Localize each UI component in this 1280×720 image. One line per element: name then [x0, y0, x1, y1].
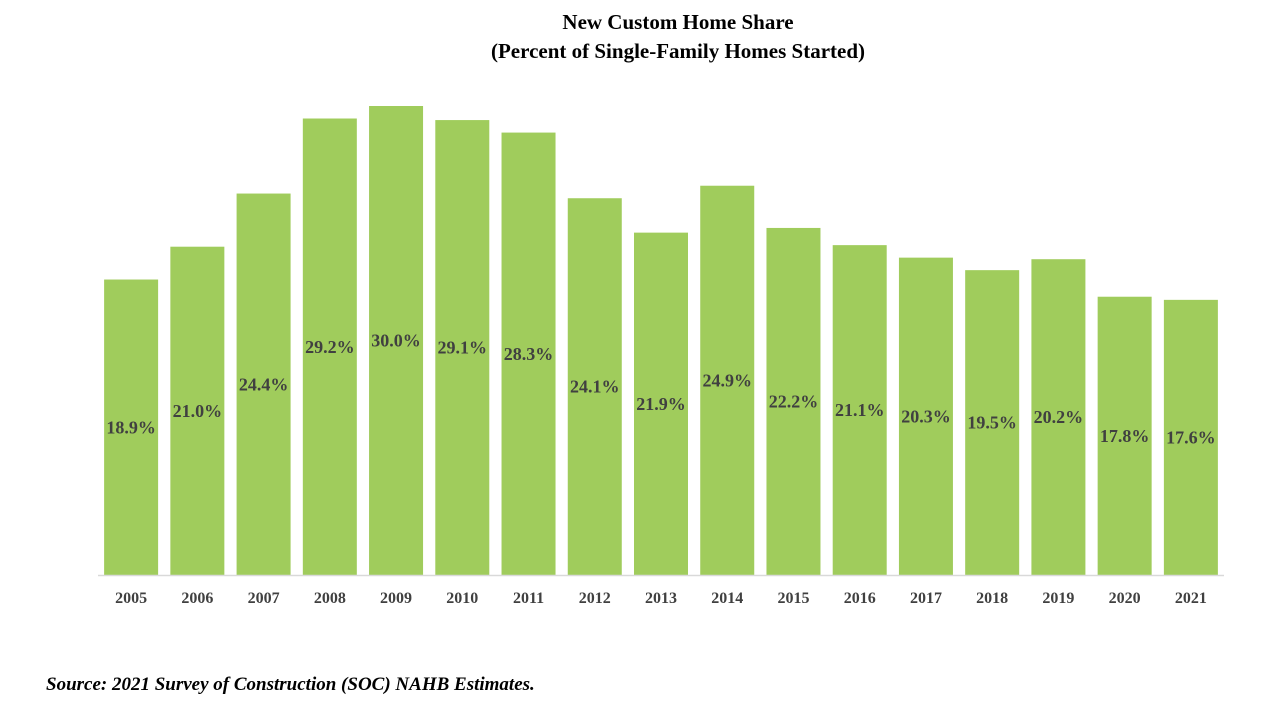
data-label-2017: 20.3% [901, 406, 951, 426]
bar-2018 [965, 270, 1020, 575]
x-tick-label-2008: 2008 [314, 590, 346, 607]
bar-2009 [369, 106, 424, 575]
x-tick-label-2017: 2017 [910, 590, 942, 607]
source-note: Source: 2021 Survey of Construction (SOC… [46, 674, 535, 695]
chart-title: New Custom Home Share [562, 10, 794, 34]
data-label-2009: 30.0% [371, 331, 421, 351]
bar-2006 [170, 246, 225, 575]
x-tick-label-2020: 2020 [1109, 590, 1141, 607]
data-label-2015: 22.2% [769, 391, 819, 411]
data-label-2018: 19.5% [967, 413, 1017, 433]
data-label-2005: 18.9% [106, 417, 156, 437]
data-label-2013: 21.9% [636, 394, 686, 414]
data-label-2016: 21.1% [835, 400, 885, 420]
data-label-2010: 29.1% [438, 338, 488, 358]
bar-2007 [236, 193, 291, 575]
x-tick-label-2011: 2011 [513, 590, 544, 607]
bar-2020 [1097, 296, 1152, 575]
bar-2013 [634, 232, 688, 575]
data-labels-group: 18.9% 21.0% 24.4% 29.2% 30.0% 29.1% 28.3% 24.1%… [106, 331, 1215, 448]
x-tick-label-2010: 2010 [446, 590, 478, 607]
x-tick-label-2009: 2009 [380, 590, 412, 607]
bar-2008 [302, 118, 357, 576]
x-tick-label-2016: 2016 [844, 590, 876, 607]
bar-2017 [898, 257, 953, 575]
x-tick-label-2007: 2007 [248, 590, 280, 607]
x-tick-label-2021: 2021 [1175, 590, 1207, 607]
x-tick-label-2013: 2013 [645, 590, 677, 607]
bar-2015 [766, 227, 821, 575]
data-label-2021: 17.6% [1166, 427, 1216, 447]
bar-2014 [700, 185, 755, 576]
data-label-2007: 24.4% [239, 374, 289, 394]
data-label-2006: 21.0% [173, 401, 223, 421]
bar-2010 [435, 120, 490, 575]
x-tick-label-2006: 2006 [181, 590, 213, 607]
data-label-2014: 24.9% [702, 370, 752, 390]
data-label-2012: 24.1% [570, 377, 620, 397]
x-tick-label-2019: 2019 [1042, 590, 1074, 607]
data-label-2020: 17.8% [1100, 426, 1150, 446]
x-tick-label-2015: 2015 [777, 590, 809, 607]
data-label-2008: 29.2% [305, 337, 355, 357]
x-tick-label-2018: 2018 [976, 590, 1008, 607]
bar-2019 [1031, 259, 1086, 575]
x-tick-label-2014: 2014 [711, 590, 743, 607]
x-tick-label-2012: 2012 [579, 590, 611, 607]
bar-2016 [832, 245, 887, 576]
data-label-2011: 28.3% [504, 344, 554, 364]
x-tick-labels-group: 2005 2006 2007 2008 2009 2010 2011 2012 2013 2014… [115, 590, 1207, 607]
bars-group [104, 106, 1218, 576]
bar-2012 [567, 198, 622, 575]
chart-subtitle: (Percent of Single-Family Homes Started) [490, 39, 866, 63]
data-label-2019: 20.2% [1034, 407, 1084, 427]
bar-2011 [501, 132, 556, 575]
x-tick-label-2005: 2005 [115, 590, 147, 607]
bar-2005 [104, 279, 159, 575]
chart-title-block: New Custom Home Share (Percent of Single… [0, 8, 1280, 66]
bar-2021 [1163, 299, 1218, 575]
